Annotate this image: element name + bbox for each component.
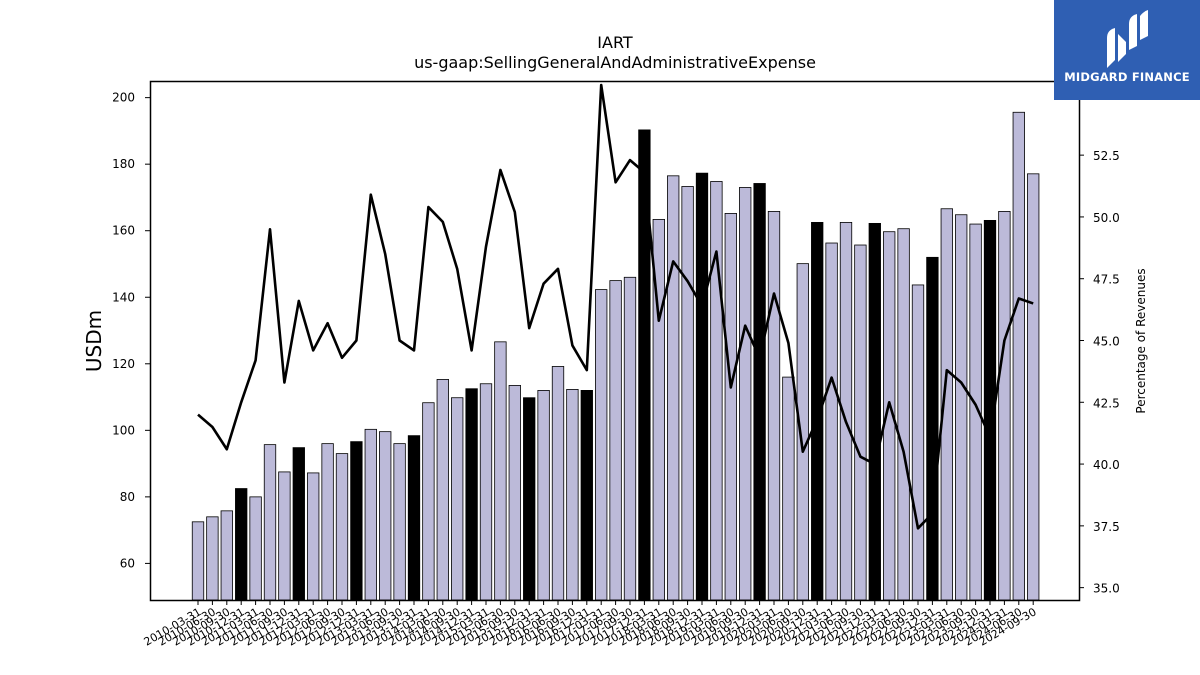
y-tick-label: 120 bbox=[112, 357, 135, 371]
logo-text: MIDGARD FINANCE bbox=[1064, 70, 1190, 84]
bar bbox=[235, 488, 248, 601]
bar bbox=[623, 276, 637, 601]
y2-tick-label: 37.5 bbox=[1093, 520, 1120, 534]
bar bbox=[767, 211, 781, 601]
y2-tick-label: 42.5 bbox=[1093, 396, 1120, 410]
y2-tick-label: 45.0 bbox=[1093, 335, 1120, 349]
y2-tick-label: 47.5 bbox=[1093, 273, 1120, 287]
y-tick-label: 160 bbox=[112, 224, 135, 238]
bar bbox=[436, 379, 449, 601]
bar bbox=[1012, 111, 1025, 601]
x-axis: 2010-03-312010-06-302010-09-302010-12-31… bbox=[142, 600, 1039, 649]
y2-axis-label: Percentage of Revenues bbox=[1134, 268, 1148, 413]
bar bbox=[782, 376, 795, 601]
percentage-line bbox=[197, 83, 1034, 530]
chart-subtitle: us-gaap:SellingGeneralAndAdministrativeE… bbox=[414, 53, 816, 72]
bar-series bbox=[191, 111, 1040, 601]
brand-logo: MIDGARD FINANCE bbox=[1054, 0, 1200, 100]
bar bbox=[739, 187, 752, 601]
bar bbox=[897, 228, 910, 601]
y2-axis: 35.0 37.5 40.0 42.5 45.0 47.5 50.0 52.5 bbox=[1079, 149, 1120, 596]
bar bbox=[407, 435, 421, 601]
y-tick-label: 140 bbox=[112, 290, 135, 304]
bar bbox=[825, 242, 838, 601]
bar bbox=[595, 289, 608, 601]
bar bbox=[609, 280, 622, 601]
bar bbox=[667, 175, 680, 601]
bar bbox=[321, 443, 334, 601]
bar bbox=[796, 263, 809, 601]
bar bbox=[537, 390, 550, 601]
bar bbox=[292, 447, 305, 601]
y2-tick-label: 52.5 bbox=[1093, 149, 1120, 163]
y-tick-label: 60 bbox=[120, 556, 135, 570]
bar bbox=[191, 521, 205, 601]
bar bbox=[393, 443, 406, 601]
bar bbox=[926, 256, 939, 601]
y-tick-label: 100 bbox=[112, 423, 135, 437]
bar bbox=[451, 397, 464, 601]
bar bbox=[249, 496, 262, 601]
bar bbox=[580, 390, 593, 601]
bar bbox=[278, 471, 291, 601]
bar bbox=[263, 444, 277, 601]
bar bbox=[854, 244, 867, 601]
line-series bbox=[197, 83, 1034, 530]
bar bbox=[911, 284, 925, 601]
y-tick-label: 200 bbox=[112, 91, 135, 105]
bar bbox=[710, 181, 723, 601]
y2-tick-label: 35.0 bbox=[1093, 582, 1120, 596]
y-axis: 60 80 100 120 140 160 180 200 bbox=[112, 91, 150, 570]
bar bbox=[638, 129, 651, 601]
logo-mark-icon bbox=[1107, 10, 1148, 68]
y-tick-label: 80 bbox=[120, 490, 135, 504]
y2-tick-label: 50.0 bbox=[1093, 211, 1120, 225]
bar bbox=[868, 222, 881, 601]
y2-tick-label: 40.0 bbox=[1093, 458, 1120, 472]
bar bbox=[479, 383, 493, 601]
bar bbox=[422, 402, 435, 601]
bar bbox=[307, 472, 320, 601]
bar bbox=[494, 341, 507, 601]
bar bbox=[1027, 173, 1040, 601]
bar bbox=[551, 366, 565, 601]
bar bbox=[695, 172, 709, 601]
bar bbox=[998, 211, 1011, 601]
bar bbox=[364, 428, 377, 601]
bar bbox=[350, 441, 363, 601]
bar bbox=[523, 397, 536, 601]
bar bbox=[508, 385, 521, 601]
bar bbox=[566, 389, 579, 601]
bar bbox=[753, 183, 766, 601]
bar bbox=[681, 186, 694, 601]
bar bbox=[335, 453, 349, 601]
bar bbox=[379, 431, 392, 601]
y-axis-label: USDm bbox=[82, 310, 106, 372]
bar bbox=[220, 510, 233, 601]
bar bbox=[724, 213, 737, 601]
y-tick-label: 180 bbox=[112, 157, 135, 171]
bar bbox=[206, 516, 219, 601]
bar bbox=[955, 214, 968, 601]
bar bbox=[465, 388, 478, 601]
chart-title: IART bbox=[597, 33, 633, 52]
